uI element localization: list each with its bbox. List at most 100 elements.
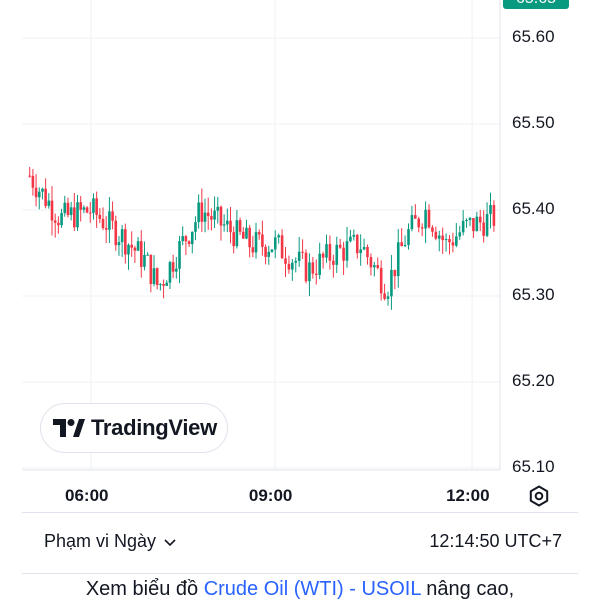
candle-body [175, 268, 178, 272]
candle-body [57, 222, 60, 226]
candle-body [417, 218, 421, 228]
candle-body [95, 198, 98, 215]
candle-body [277, 235, 280, 238]
candle-body [79, 202, 83, 210]
candle-body [403, 244, 407, 247]
candle-body [318, 253, 321, 275]
candle-body [434, 231, 438, 239]
candle-body [92, 198, 95, 213]
candle-body [98, 214, 102, 219]
candle-body [489, 205, 492, 215]
candle-body [210, 216, 213, 220]
candle-body [120, 229, 124, 243]
candle-body [63, 202, 67, 214]
candle-body [468, 217, 472, 220]
candle-body [114, 220, 118, 246]
candle-body [458, 232, 462, 237]
candle-body [325, 244, 328, 258]
candle-body [492, 205, 496, 226]
tradingview-logo[interactable]: TradingView [41, 404, 227, 452]
candle-body [332, 260, 335, 265]
candle-body [280, 235, 284, 259]
candle-body [424, 209, 427, 229]
candle-body [301, 251, 304, 253]
candle-body [444, 238, 448, 241]
candle-body [284, 258, 287, 264]
candle-body [34, 187, 38, 198]
candle-body [451, 242, 455, 246]
settings-button[interactable] [526, 483, 552, 509]
candle-body [44, 188, 47, 206]
candle-body [478, 216, 482, 223]
candle-body [448, 238, 451, 243]
price-tick-label: 65.10 [512, 457, 555, 476]
candle-body [335, 244, 339, 265]
candle-body [50, 200, 54, 221]
candle-body [267, 251, 271, 257]
candle-body [165, 282, 169, 286]
tradingview-logo-icon [53, 419, 85, 437]
candle-body [124, 229, 127, 255]
range-select[interactable]: Phạm vi Ngày [44, 531, 176, 552]
candle-body [420, 227, 424, 229]
candle-body [31, 175, 35, 188]
candle-body [352, 234, 356, 237]
candle-body [73, 207, 76, 228]
candle-body [270, 249, 274, 252]
candle-body [328, 244, 332, 261]
price-tick-label: 65.30 [512, 285, 555, 304]
candle-body [149, 254, 153, 284]
bottom-bar: Phạm vi Ngày 12:14:50 UTC+7 [22, 512, 578, 574]
candle-body [222, 224, 226, 226]
candle-body [37, 191, 41, 198]
candle-body [85, 207, 89, 213]
candle-body [427, 209, 431, 228]
candle-body [472, 217, 475, 232]
candle-body [76, 202, 79, 228]
candle-body [133, 247, 137, 251]
candle-body [235, 220, 239, 247]
candle-body [41, 188, 44, 192]
candle-body [159, 284, 162, 286]
candle-body [200, 202, 204, 222]
candle-body [146, 254, 149, 256]
candle-body [229, 220, 232, 233]
candle-body [304, 252, 308, 282]
candle-body [431, 227, 434, 232]
symbol-link[interactable]: Crude Oil (WTI) - USOIL [203, 578, 421, 600]
candle-body [53, 220, 57, 223]
candle-body [194, 222, 197, 232]
price-tick-label: 65.20 [512, 371, 555, 390]
candle-body [108, 211, 111, 230]
candle-body [414, 215, 417, 219]
candle-body [400, 242, 403, 247]
candle-body [410, 215, 414, 230]
candle-body [66, 202, 70, 216]
candle-body [111, 211, 114, 221]
candle-body [28, 175, 31, 177]
candle-body [213, 210, 216, 220]
timezone-clock[interactable]: 12:14:50 UTC+7 [429, 531, 562, 551]
candle-body [475, 216, 479, 232]
candle-body [139, 241, 143, 267]
candle-body [226, 220, 229, 225]
candle-body [407, 229, 410, 245]
candle-body [461, 220, 465, 233]
price-tick-label: 65.50 [512, 113, 555, 132]
candle-body [437, 235, 441, 239]
candle-body [254, 232, 258, 253]
candle-body [82, 207, 86, 210]
candle-body [393, 269, 397, 277]
candle-body [206, 212, 210, 217]
candle-body [152, 268, 156, 284]
candle-body [342, 247, 345, 261]
caption-suffix: nâng cao, [420, 578, 515, 600]
chevron-down-icon [164, 534, 176, 550]
candle-body [362, 246, 366, 250]
candle-body [130, 244, 134, 248]
candle-body [101, 218, 105, 229]
candle-body [485, 214, 489, 236]
candle-body [232, 232, 236, 247]
